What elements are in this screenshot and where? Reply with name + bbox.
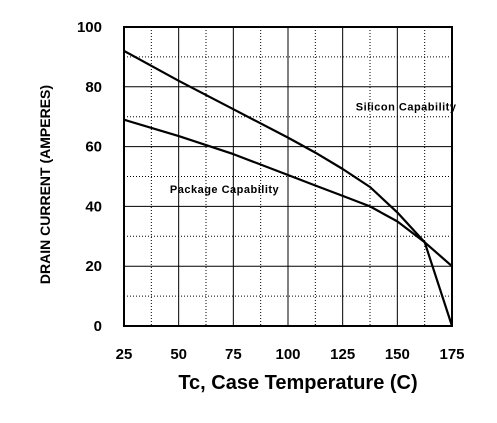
x-tick-label: 50 <box>170 346 187 363</box>
annotation-label: Package Capability <box>170 184 280 196</box>
plot-frame <box>123 26 453 327</box>
x-tick-label: 100 <box>275 346 300 363</box>
y-tick-label: 0 <box>94 318 102 335</box>
x-tick-label: 25 <box>116 346 133 363</box>
x-tick-label: 125 <box>330 346 355 363</box>
y-tick-label: 20 <box>85 258 102 275</box>
y-tick-label: 60 <box>85 139 102 156</box>
annotation-label: Silicon Capability <box>356 102 457 114</box>
x-tick-label: 150 <box>385 346 410 363</box>
x-tick-label: 75 <box>225 346 242 363</box>
y-tick-label: 80 <box>85 79 102 96</box>
y-axis-title: DRAIN CURRENT (AMPERES) <box>37 85 53 284</box>
series-layer <box>123 49 454 327</box>
x-tick-label: 175 <box>439 346 464 363</box>
x-tick-labels: 25 50 75 100 125 150 175 <box>116 346 465 363</box>
x-axis-title: Tc, Case Temperature (C) <box>178 372 417 394</box>
series-line-silicon-capability <box>123 49 454 327</box>
y-tick-label: 40 <box>85 198 102 215</box>
series-line-package-capability <box>123 118 453 268</box>
y-tick-labels: 0 20 40 60 80 100 <box>77 19 102 335</box>
y-tick-label: 100 <box>77 19 102 36</box>
annotations: Silicon Capability Package Capability <box>170 102 457 196</box>
grid-lines <box>124 27 452 326</box>
